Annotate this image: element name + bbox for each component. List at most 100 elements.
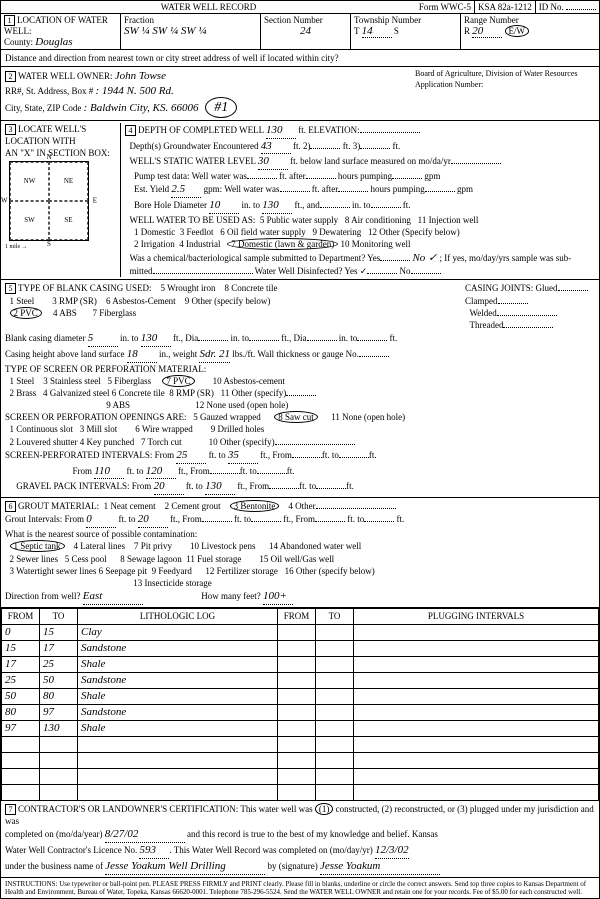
log-row: 2550Sandstone [2, 672, 599, 688]
section-box-diagram: NSWE NW NE SW SE [9, 161, 89, 241]
log-cell: 25 [40, 656, 78, 672]
well-record-form: WATER WELL RECORD Form WWC-5 KSA 82a-121… [0, 0, 600, 899]
log-cell [316, 752, 354, 768]
log-cell [354, 720, 599, 736]
log-cell: 130 [40, 720, 78, 736]
log-cell: 15 [40, 624, 78, 640]
log-cell [278, 688, 316, 704]
log-cell [40, 768, 78, 784]
log-cell [354, 656, 599, 672]
log-cell: 25 [2, 672, 40, 688]
log-cell [78, 736, 278, 752]
business-name: Jesse Yoakum Well Drilling [105, 859, 265, 875]
log-cell [278, 672, 316, 688]
log-cell [2, 784, 40, 800]
log-cell [316, 784, 354, 800]
log-cell [2, 768, 40, 784]
log-cell [2, 736, 40, 752]
title: WATER WELL RECORD [1, 1, 416, 13]
section-5: 5TYPE OF BLANK CASING USED: 5 Wrought ir… [1, 280, 599, 498]
log-header: PLUGGING INTERVALS [354, 608, 599, 624]
lithologic-log-table: FROMTOLITHOLOGIC LOGFROMTOPLUGGING INTER… [1, 608, 599, 801]
log-cell [278, 624, 316, 640]
log-header: FROM [278, 608, 316, 624]
hash-badge: #1 [205, 97, 237, 118]
log-header: LITHOLOGIC LOG [78, 608, 278, 624]
log-cell [40, 752, 78, 768]
log-header: FROM [2, 608, 40, 624]
log-cell [278, 656, 316, 672]
log-cell [40, 784, 78, 800]
log-cell [78, 784, 278, 800]
log-cell [354, 768, 599, 784]
log-cell: Sandstone [78, 704, 278, 720]
city: : Baldwin City, KS. 66006 [84, 102, 199, 114]
log-cell [2, 752, 40, 768]
log-cell [354, 672, 599, 688]
fraction-value: SW ¼ SW ¼ SW ¼ [124, 25, 207, 37]
log-cell: Sandstone [78, 672, 278, 688]
cert-option-1: (1) [315, 803, 334, 815]
screen-selected: 7 PVC [162, 375, 194, 387]
section-number: 24 [264, 25, 347, 37]
log-cell: Shale [78, 720, 278, 736]
contam-selected: 1 Septic tank [10, 540, 65, 552]
log-cell: 0 [2, 624, 40, 640]
log-cell [316, 768, 354, 784]
log-cell: Clay [78, 624, 278, 640]
log-cell [278, 704, 316, 720]
log-cell: 50 [40, 672, 78, 688]
log-cell: Shale [78, 688, 278, 704]
log-cell [316, 688, 354, 704]
instructions: INSTRUCTIONS: Use typewriter or ball-poi… [1, 878, 599, 898]
log-cell [316, 720, 354, 736]
distance-row: Distance and direction from nearest town… [1, 50, 599, 67]
log-cell: 97 [40, 704, 78, 720]
log-cell: 80 [40, 688, 78, 704]
log-row [2, 752, 599, 768]
depth: 130 [266, 123, 296, 139]
log-row: 97130Shale [2, 720, 599, 736]
section-7: 7CONTRACTOR'S OR LANDOWNER'S CERTIFICATI… [1, 801, 599, 878]
log-cell [278, 784, 316, 800]
feet: 100+ [263, 589, 293, 605]
section-1-badge: 1 [4, 15, 15, 26]
log-cell [354, 624, 599, 640]
log-header: TO [40, 608, 78, 624]
log-cell [354, 704, 599, 720]
form-header: WATER WELL RECORD Form WWC-5 KSA 82a-121… [1, 1, 599, 14]
log-cell [316, 656, 354, 672]
log-row: 1725Shale [2, 656, 599, 672]
log-cell [278, 736, 316, 752]
log-cell [278, 640, 316, 656]
log-row [2, 736, 599, 752]
section-2: 2WATER WELL OWNER: John Towse RR#, St. A… [1, 67, 599, 121]
log-cell: 97 [2, 720, 40, 736]
range: 20 [472, 25, 502, 38]
log-cell: Shale [78, 656, 278, 672]
township: 14 [362, 25, 392, 38]
log-row [2, 784, 599, 800]
signature: Jesse Yoakum [320, 859, 440, 875]
log-cell: Sandstone [78, 640, 278, 656]
id-label: ID No. [536, 1, 599, 13]
log-cell: 80 [2, 704, 40, 720]
log-cell: 15 [2, 640, 40, 656]
log-cell [316, 672, 354, 688]
log-cell [78, 752, 278, 768]
log-cell [316, 736, 354, 752]
completion-date: 8/27/02 [105, 827, 185, 843]
log-row [2, 768, 599, 784]
log-cell: 17 [40, 640, 78, 656]
log-row: 1517Sandstone [2, 640, 599, 656]
direction: East [83, 589, 143, 605]
log-cell: 50 [2, 688, 40, 704]
opening-selected: 8 Saw cut [274, 411, 318, 423]
section-1-row: 1LOCATION OF WATER WELL: County: Douglas… [1, 14, 599, 50]
address: : 1944 N. 500 Rd. [96, 85, 174, 97]
log-cell [316, 640, 354, 656]
log-cell [354, 688, 599, 704]
section-3-4: 3LOCATE WELL'S LOCATION WITH AN "X" IN S… [1, 121, 599, 281]
license-no: 593 [139, 843, 169, 859]
log-row: 8097Sandstone [2, 704, 599, 720]
